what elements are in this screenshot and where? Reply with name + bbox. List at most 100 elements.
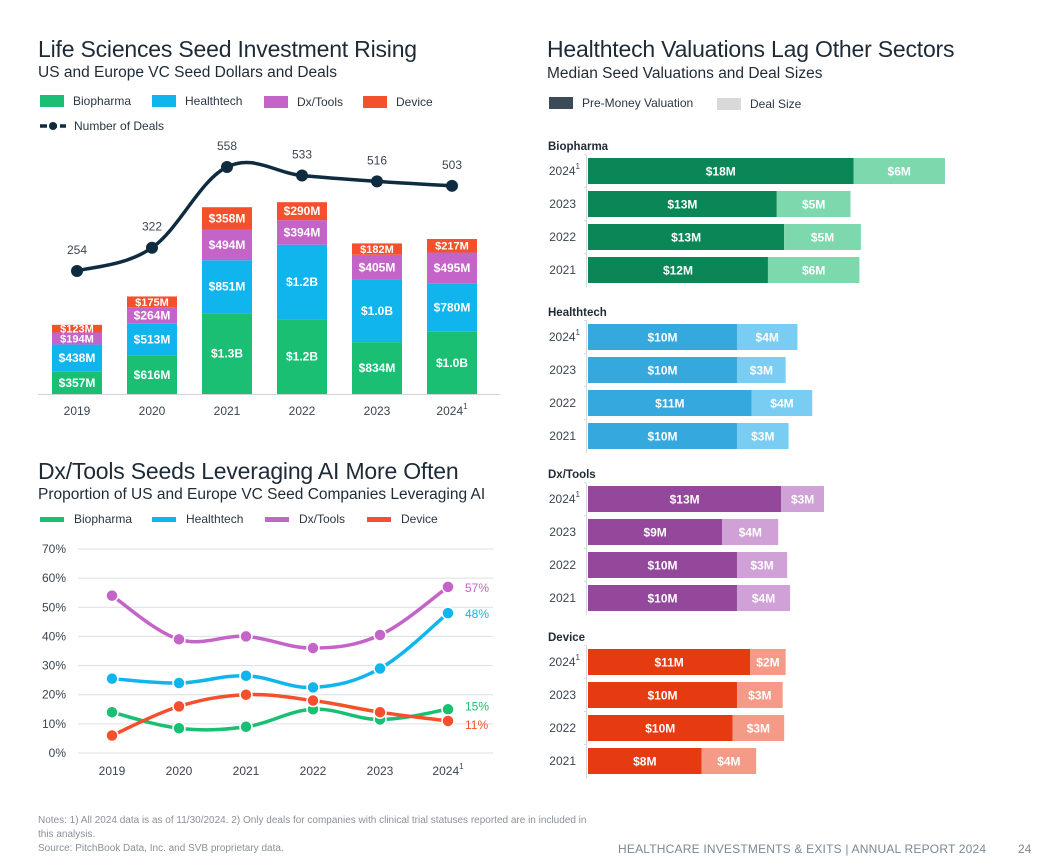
series-point-device [105, 728, 119, 743]
deal-size-value-label: $3M [748, 689, 771, 703]
x-tick-label: 2023 [364, 404, 391, 418]
series-point-biopharma [172, 721, 186, 735]
legend-dealsize: Deal Size [717, 97, 801, 111]
legend-premoney: Pre-Money Valuation [549, 96, 693, 110]
legend-dxtools: Dx/Tools [265, 512, 345, 526]
bar-pre-money [588, 257, 768, 283]
bar-value-label: $394M [284, 225, 321, 239]
series-point-dxtools [441, 580, 455, 594]
legend-label: Dx/Tools [299, 512, 346, 526]
bar-value-label: $780M [434, 301, 471, 315]
bar-segment-device [352, 243, 402, 255]
y-tick-label: 40% [42, 629, 66, 643]
deals-value-label: 254 [67, 243, 87, 257]
bar-deal-size [767, 257, 860, 283]
year-label: 2021 [549, 263, 576, 277]
year-label: 2021 [549, 429, 576, 443]
deal-size-value-label: $3M [750, 364, 773, 378]
bar-deal-size [732, 715, 785, 741]
bar-value-label: $175M [135, 297, 169, 309]
pre-money-value-label: $13M [667, 198, 697, 212]
deal-size-value-label: $3M [747, 722, 770, 736]
bar-value-label: $194M [60, 334, 94, 346]
legend-label: Healthtech [185, 94, 243, 108]
horizontal-bar-chart: Biopharma $18M $6M 20241 $13M $5M 2023 $13M $5M 2… [548, 141, 945, 778]
bar-value-label: $1.2B [286, 350, 318, 364]
chart3-subtitle: Median Seed Valuations and Deal Sizes [547, 65, 823, 82]
section-label-biopharma: Biopharma [548, 141, 609, 153]
bar-value-label: $264M [134, 309, 171, 323]
bar-segment-biopharma [52, 371, 102, 394]
report-title: HEALTHCARE INVESTMENTS & EXITS | ANNUAL … [618, 842, 987, 856]
bar-pre-money [588, 649, 751, 675]
deals-line-legend-icon [40, 122, 66, 130]
pre-money-value-label: $10M [647, 331, 677, 345]
year-label: 2022 [549, 558, 576, 572]
bar-value-label: $1.0B [361, 304, 393, 318]
chart2-title: Dx/Tools Seeds Leveraging AI More Often [38, 458, 459, 484]
x-tick-label: 2022 [289, 404, 316, 418]
bar-deal-size [736, 324, 798, 350]
bar-pre-money [588, 224, 785, 250]
series-point-device [441, 714, 455, 728]
pre-money-value-label: $13M [671, 231, 701, 245]
bar-segment-healthtech [277, 244, 327, 320]
footnote-marker: 1 [576, 162, 581, 171]
footnote-marker: 1 [576, 328, 581, 337]
bar-deal-size [853, 158, 945, 184]
series-point-device [373, 705, 387, 719]
year-label: 20241 [549, 328, 581, 344]
bar-segment-dxtools [52, 332, 102, 345]
source-text: Source: PitchBook Data, Inc. and SVB pro… [38, 843, 284, 854]
deals-value-label: 533 [292, 148, 312, 162]
legend-label: Healthtech [186, 512, 244, 526]
year-label: 2022 [549, 396, 576, 410]
chart2-subtitle: Proportion of US and Europe VC Seed Comp… [38, 486, 486, 503]
legend-biopharma: Biopharma [40, 512, 132, 526]
legend-device: Device [363, 95, 433, 109]
deal-size-value-label: $6M [888, 165, 911, 179]
series-line-device [111, 692, 449, 738]
chart1-subtitle: US and Europe VC Seed Dollars and Deals [38, 64, 337, 81]
bar-segment-dxtools [427, 252, 477, 284]
pre-money-value-label: $10M [647, 592, 677, 606]
bar-segment-biopharma [427, 331, 477, 394]
bar-segment-device [427, 238, 477, 253]
pre-money-value-label: $10M [647, 430, 677, 444]
bar-value-label: $405M [359, 260, 396, 274]
section-label-device: Device [548, 632, 585, 644]
footer-notes: Notes: 1) All 2024 data is as of 11/30/2… [38, 814, 598, 856]
bar-deal-size [701, 748, 757, 774]
bar-pre-money [588, 519, 723, 545]
bar-pre-money [588, 158, 854, 184]
legend-label: Number of Deals [74, 119, 165, 133]
bar-segment-dxtools [277, 220, 327, 245]
bar-value-label: $438M [59, 351, 96, 365]
legend-label: Dx/Tools [297, 95, 344, 109]
bar-value-label: $494M [209, 238, 246, 252]
series-point-dxtools [105, 588, 119, 603]
stacked-bar-chart: $357M$438M$194M$123M2019$616M$513M$264M$… [38, 139, 500, 418]
pre-money-value-label: $10M [647, 559, 677, 573]
deals-point [446, 179, 458, 192]
footnote-marker: 1 [576, 653, 581, 662]
series-point-healthtech [172, 676, 186, 690]
series-end-label-biopharma: 15% [465, 699, 489, 713]
legend-label: Biopharma [73, 94, 132, 108]
series-end-label-device: 11% [465, 718, 488, 732]
legend-label: Deal Size [750, 97, 802, 111]
bar-value-label: $290M [284, 204, 321, 218]
bar-segment-device [202, 207, 252, 230]
bar-value-label: $123M [60, 324, 94, 336]
deal-size-value-label: $3M [751, 430, 774, 444]
year-label: 2023 [549, 688, 576, 702]
footnote-marker: 1 [459, 762, 464, 771]
bar-value-label: $217M [435, 241, 469, 253]
deals-value-label: 516 [367, 153, 387, 167]
legend-line-device [367, 516, 391, 522]
bar-deal-size [722, 519, 779, 545]
series-point-biopharma [441, 702, 455, 717]
x-tick-label: 2021 [214, 404, 241, 418]
y-tick-label: 50% [42, 600, 66, 614]
bar-value-label: $851M [209, 280, 246, 294]
